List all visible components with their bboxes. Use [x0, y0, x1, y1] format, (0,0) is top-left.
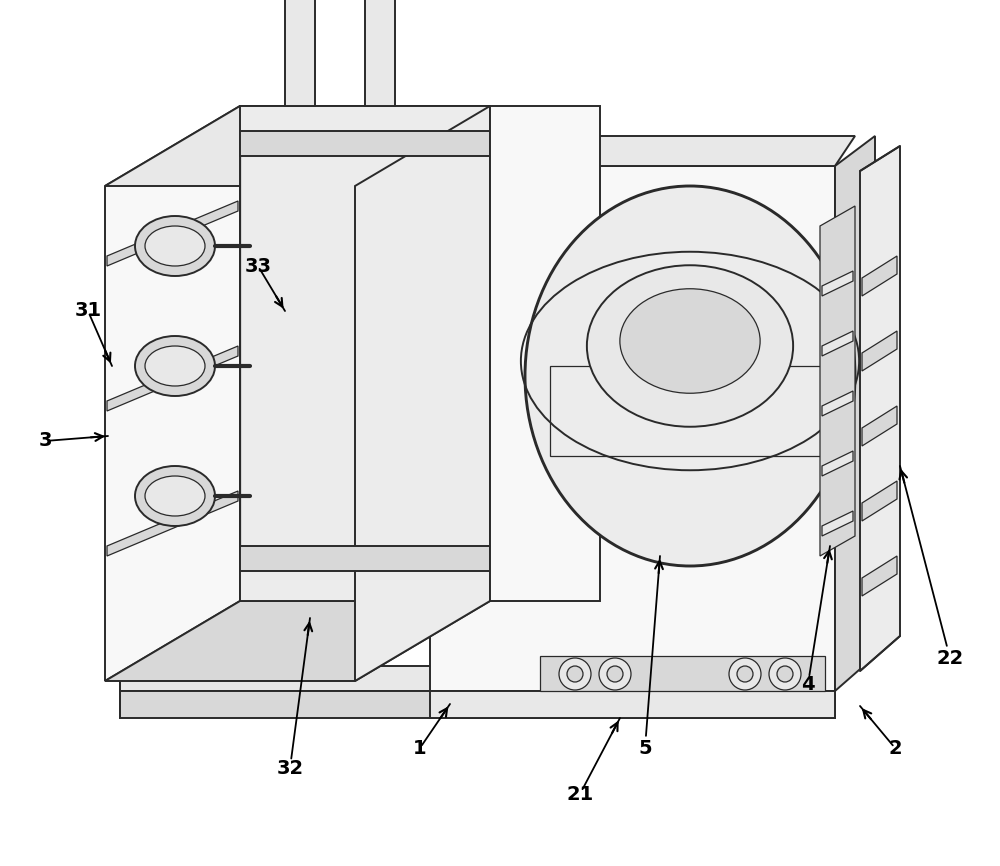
Text: 3: 3: [38, 431, 52, 450]
Text: 31: 31: [74, 301, 102, 320]
Ellipse shape: [596, 485, 634, 507]
Polygon shape: [430, 166, 835, 691]
Polygon shape: [365, 0, 395, 106]
Polygon shape: [240, 106, 490, 601]
Text: 22: 22: [936, 649, 964, 668]
Polygon shape: [600, 488, 660, 504]
Polygon shape: [660, 221, 682, 231]
Polygon shape: [660, 491, 682, 501]
Polygon shape: [105, 106, 490, 186]
Polygon shape: [355, 106, 490, 681]
Ellipse shape: [626, 473, 664, 495]
Polygon shape: [107, 346, 238, 411]
Polygon shape: [820, 206, 855, 556]
Polygon shape: [120, 666, 835, 691]
Ellipse shape: [145, 476, 205, 516]
Polygon shape: [860, 146, 900, 671]
Ellipse shape: [626, 203, 664, 225]
Polygon shape: [600, 218, 660, 234]
Circle shape: [777, 666, 793, 682]
Text: 21: 21: [566, 785, 594, 804]
Ellipse shape: [587, 265, 793, 427]
Circle shape: [607, 666, 623, 682]
Polygon shape: [660, 356, 682, 366]
Polygon shape: [107, 201, 238, 266]
Polygon shape: [822, 271, 853, 296]
Polygon shape: [490, 106, 600, 601]
Polygon shape: [862, 256, 897, 296]
Ellipse shape: [620, 288, 760, 393]
Ellipse shape: [135, 466, 215, 526]
Polygon shape: [690, 209, 712, 219]
Ellipse shape: [145, 346, 205, 386]
Ellipse shape: [135, 216, 215, 276]
Ellipse shape: [145, 226, 205, 266]
Polygon shape: [835, 136, 875, 691]
Circle shape: [769, 658, 801, 690]
Polygon shape: [540, 656, 825, 691]
Polygon shape: [285, 0, 315, 106]
Polygon shape: [822, 511, 853, 536]
Polygon shape: [690, 344, 712, 354]
Polygon shape: [600, 353, 660, 369]
Polygon shape: [862, 481, 897, 521]
Polygon shape: [105, 106, 240, 681]
Text: 32: 32: [276, 759, 304, 778]
Polygon shape: [862, 331, 897, 371]
Polygon shape: [822, 391, 853, 416]
Text: 1: 1: [413, 739, 427, 758]
Polygon shape: [822, 331, 853, 356]
Polygon shape: [105, 601, 490, 681]
Text: 2: 2: [888, 739, 902, 758]
Circle shape: [729, 658, 761, 690]
Polygon shape: [630, 341, 690, 357]
Circle shape: [599, 658, 631, 690]
Circle shape: [737, 666, 753, 682]
Polygon shape: [690, 479, 712, 489]
Polygon shape: [862, 406, 897, 446]
Polygon shape: [107, 491, 238, 556]
Polygon shape: [120, 691, 835, 718]
Text: 5: 5: [638, 739, 652, 758]
Polygon shape: [240, 546, 490, 571]
Polygon shape: [822, 451, 853, 476]
Ellipse shape: [525, 186, 855, 566]
Polygon shape: [430, 136, 855, 166]
Polygon shape: [862, 556, 897, 596]
Polygon shape: [430, 691, 835, 718]
Polygon shape: [630, 476, 690, 492]
Polygon shape: [630, 206, 690, 222]
Circle shape: [567, 666, 583, 682]
Ellipse shape: [596, 350, 634, 372]
Polygon shape: [240, 131, 490, 156]
Ellipse shape: [626, 338, 664, 360]
Circle shape: [559, 658, 591, 690]
Polygon shape: [550, 366, 830, 456]
Text: 4: 4: [801, 675, 815, 694]
Ellipse shape: [135, 336, 215, 396]
Text: 33: 33: [244, 256, 272, 275]
Ellipse shape: [596, 215, 634, 237]
